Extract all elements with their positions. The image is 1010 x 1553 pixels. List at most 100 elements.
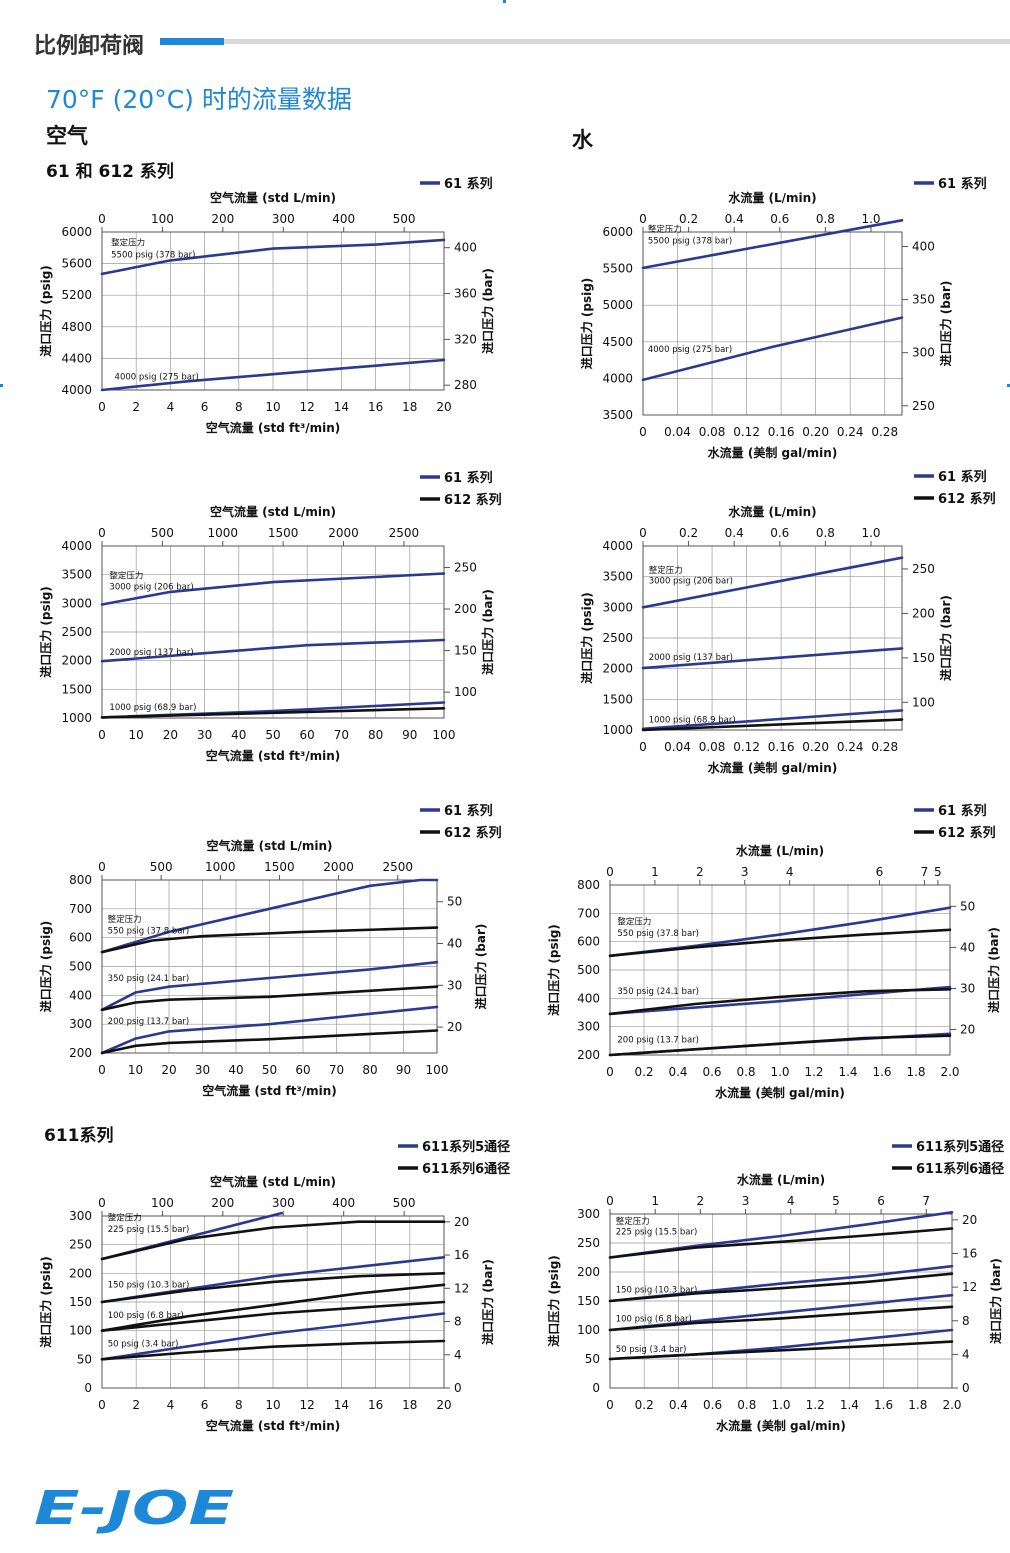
chart-6-annotation: 200 psig (13.7 bar) (617, 1035, 699, 1045)
chart-3-y-axis-title: 进口压力 (psig) (38, 586, 53, 678)
chart-6-legend-label: 612 系列 (938, 825, 996, 841)
chart-2-series-line-1 (641, 219, 904, 270)
chart-7-x-tick-label: 6 (201, 1398, 209, 1412)
chart-7-y-tick-label: 300 (69, 1209, 92, 1223)
chart-4-y2-tick-label: 100 (912, 695, 935, 709)
chart-8-series-line-2 (608, 1227, 954, 1259)
chart-1-x-tick-label: 4 (167, 400, 175, 414)
chart-1-x-tick-label: 8 (235, 400, 243, 414)
chart-1-y-tick-label: 4800 (61, 320, 92, 334)
chart-4-annotation: 2000 psig (137 bar) (649, 653, 733, 663)
chart-6-x-axis-title: 水流量 (美制 gal/min) (715, 1085, 845, 1100)
chart-5-y2-tick-label: 30 (447, 978, 462, 992)
chart-7-y-axis-title: 进口压力 (psig) (38, 1256, 53, 1348)
page-subtitle: 70°F (20°C) 时的流量数据 (46, 85, 352, 114)
chart-5-x-tick-label: 80 (362, 1063, 377, 1077)
chart-3-legend-label: 61 系列 (444, 470, 493, 486)
chart-2-x-tick-label: 0 (639, 425, 647, 439)
chart-2-x2-tick-label: 1.0 (861, 212, 880, 226)
chart-4-annotation: 3000 psig (206 bar) (649, 576, 733, 586)
chart-7-x-tick-label: 8 (235, 1398, 243, 1412)
section-water: 水 (572, 128, 593, 152)
chart-8-annotation: 100 psig (6.8 bar) (616, 1314, 692, 1324)
chart-8-y2-tick-label: 8 (962, 1314, 970, 1328)
chart-7-x2-tick-label: 400 (332, 1196, 355, 1210)
chart-3-x2-tick-label: 1000 (207, 526, 238, 540)
chart-3-annotation: 1000 psig (68.9 bar) (109, 703, 196, 713)
chart-7-series-line-8 (100, 1339, 446, 1361)
chart-3-y-tick-label: 3500 (61, 568, 92, 582)
chart-4-legend-label: 612 系列 (938, 491, 996, 507)
chart-3-legend-label: 612 系列 (444, 492, 502, 508)
chart-4-y-tick-label: 1500 (602, 692, 633, 706)
chart-3-x-tick-label: 70 (334, 728, 349, 742)
chart-1-series-line-2 (100, 358, 446, 392)
chart-5-y2-axis-title: 进口压力 (bar) (473, 924, 488, 1010)
chart-1-legend-label: 61 系列 (444, 176, 493, 192)
chart-5-x-tick-label: 20 (161, 1063, 176, 1077)
chart-5-series-line-5 (100, 1005, 439, 1055)
chart-8-x-tick-label: 0.4 (669, 1398, 688, 1412)
chart-4-series-line-4 (641, 718, 904, 732)
chart-5-x2-tick-label: 500 (150, 860, 173, 874)
chart-4-x2-tick-label: 0.2 (679, 526, 698, 540)
chart-8-y-tick-label: 50 (585, 1352, 600, 1366)
chart-7-x2-tick-label: 0 (98, 1196, 106, 1210)
chart-3-x2-axis-title: 空气流量 (std L/min) (210, 504, 336, 519)
chart-3-x2-tick-label: 500 (151, 526, 174, 540)
chart-8-x-tick-label: 0.8 (737, 1398, 756, 1412)
chart-2-x2-tick-label: 0 (639, 212, 647, 226)
chart-1-x2-tick-label: 500 (393, 212, 416, 226)
chart-6-y2-tick-label: 30 (960, 981, 975, 995)
chart-6-y-tick-label: 600 (577, 935, 600, 949)
chart-2-series-line-2 (641, 316, 904, 382)
chart-7-x-tick-label: 16 (368, 1398, 383, 1412)
chart-8-x-tick-label: 1.0 (771, 1398, 790, 1412)
chart-6-x-tick-label: 1.8 (906, 1065, 925, 1079)
chart-8-x2-tick-label: 5 (832, 1194, 840, 1208)
chart-5-x-tick-label: 40 (228, 1063, 243, 1077)
chart-1-x2-tick-label: 300 (272, 212, 295, 226)
chart-6-y-tick-label: 200 (577, 1048, 600, 1062)
chart-8-annotation: 50 psig (3.4 bar) (616, 1345, 687, 1355)
chart-8-y2-tick-label: 16 (962, 1247, 977, 1261)
chart-7-y2-tick-label: 20 (454, 1215, 469, 1229)
chart-7-y-tick-label: 100 (69, 1324, 92, 1338)
chart-5-legend-label: 61 系列 (444, 803, 493, 819)
chart-7-x-tick-label: 12 (300, 1398, 315, 1412)
chart-2-x2-tick-label: 0.6 (770, 212, 789, 226)
chart-3-annotation: 3000 psig (206 bar) (109, 583, 193, 593)
chart-1-y2-axis-title: 进口压力 (bar) (480, 268, 495, 354)
chart-3-y2-tick-label: 100 (454, 685, 477, 699)
chart-8-y2-tick-label: 20 (962, 1213, 977, 1227)
chart-7-x-tick-label: 4 (167, 1398, 175, 1412)
chart-2-legend-label: 61 系列 (938, 176, 987, 192)
chart-5-x-tick-label: 90 (396, 1063, 411, 1077)
chart-8-series-line-8 (608, 1340, 954, 1361)
chart-3-x-tick-label: 0 (98, 728, 106, 742)
chart-8-x2-tick-label: 4 (787, 1194, 795, 1208)
chart-6-y2-tick-label: 40 (960, 940, 975, 954)
chart-8-x2-tick-label: 3 (742, 1194, 750, 1208)
chart-1-annotation: 5500 psig (378 bar) (111, 250, 195, 260)
chart-3-x2-tick-label: 0 (98, 526, 106, 540)
chart-7-y2-tick-label: 8 (454, 1315, 462, 1329)
chart-7-annotation: 225 psig (15.5 bar) (108, 1225, 190, 1235)
chart-2-y2-axis-title: 进口压力 (bar) (938, 281, 953, 367)
chart-7-series-line-7 (100, 1312, 446, 1361)
chart-8-annotation: 225 psig (15.5 bar) (616, 1227, 698, 1237)
chart-6-series-line-2 (608, 928, 952, 958)
chart-7-y-tick-label: 50 (77, 1352, 92, 1366)
chart-4-y2-axis-title: 进口压力 (bar) (938, 595, 953, 681)
chart-5-annotation: 350 psig (24.1 bar) (108, 974, 190, 984)
page-title: 比例卸荷阀 (34, 34, 145, 59)
chart-7-annotation: 100 psig (6.8 bar) (108, 1311, 184, 1321)
chart-5-x-tick-label: 10 (128, 1063, 143, 1077)
chart-4-x-tick-label: 0.16 (768, 740, 795, 754)
chart-7-annotation: 整定压力 (108, 1213, 142, 1224)
chart-8-x-tick-label: 0.6 (703, 1398, 722, 1412)
chart-3-y-tick-label: 2000 (61, 654, 92, 668)
chart-7-y-tick-label: 0 (84, 1381, 92, 1395)
chart-4-annotation: 整定压力 (649, 565, 683, 576)
chart-6-y2-axis-title: 进口压力 (bar) (986, 927, 1001, 1013)
